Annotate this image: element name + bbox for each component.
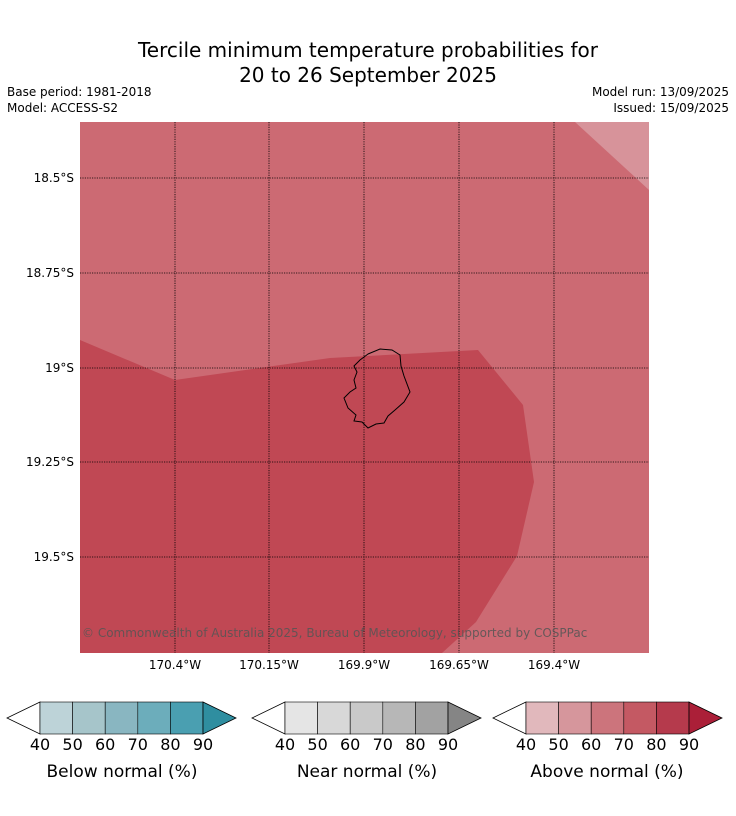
colorbar-tick-label: 80	[405, 735, 426, 754]
colorbar-high-extend-arrow	[447, 701, 482, 735]
model-name: Model: ACCESS-S2	[7, 101, 119, 115]
title-line-1: Tercile minimum temperature probabilitie…	[137, 38, 599, 62]
base-period: Base period: 1981-2018	[7, 85, 152, 99]
colorbar-tick-label: 70	[372, 735, 393, 754]
colorbar-tick-label: 50	[62, 735, 83, 754]
colorbar-tick-label: 90	[678, 735, 700, 754]
model-run: Model run: 13/09/2025	[591, 85, 729, 99]
colorbar-segment	[104, 701, 139, 735]
colorbar-near-normal	[251, 701, 482, 735]
colorbar-above-title: Above normal (%)	[530, 762, 684, 782]
lon-label-170-15: 170.15°W	[239, 658, 299, 672]
lon-label-169-9: 169.9°W	[337, 658, 391, 672]
colorbar-segment	[317, 701, 351, 735]
lat-label-18-75: 18.75°S	[26, 266, 74, 280]
island-coastline	[343, 348, 411, 429]
colorbar-tick-label: 50	[307, 735, 328, 754]
colorbar-segment	[137, 701, 171, 735]
colorbar-below-title: Below normal (%)	[46, 762, 198, 782]
lat-label-19-5: 19.5°S	[33, 550, 74, 564]
colorbar-segment	[590, 701, 625, 735]
lat-label-18-5: 18.5°S	[33, 171, 74, 185]
meta-right: Model run: 13/09/2025 Issued: 15/09/2025	[592, 84, 729, 116]
colorbar-segment	[39, 701, 73, 735]
colorbar-high-extend-arrow	[202, 701, 237, 735]
meta-left: Base period: 1981-2018 Model: ACCESS-S2	[7, 84, 152, 116]
colorbar-segment	[382, 701, 416, 735]
colorbar-tick-label: 80	[646, 735, 667, 754]
colorbar-tick-label: 60	[95, 735, 116, 754]
colorbar-high-extend-arrow	[688, 701, 723, 735]
title-line-2: 20 to 26 September 2025	[239, 63, 497, 87]
colorbar-above-normal	[492, 701, 723, 735]
copyright-notice: © Commonwealth of Australia 2025, Bureau…	[82, 626, 588, 640]
colorbar-segment	[623, 701, 657, 735]
colorbar-tick-label: 70	[613, 735, 634, 754]
lat-label-19-25: 19.25°S	[26, 455, 74, 469]
issued-date: Issued: 15/09/2025	[613, 101, 729, 115]
colorbar-tick-label: 40	[515, 735, 537, 754]
colorbar-segment	[349, 701, 384, 735]
gridlines	[80, 122, 649, 653]
colorbar-tick-label: 70	[127, 735, 148, 754]
colorbar-tick-label: 90	[192, 735, 214, 754]
lon-label-169-4: 169.4°W	[527, 658, 581, 672]
colorbar-segment	[656, 701, 690, 735]
colorbar-tick-label: 60	[581, 735, 602, 754]
lon-label-169-65: 169.65°W	[429, 658, 489, 672]
colorbar-segment	[415, 701, 449, 735]
chart-title: Tercile minimum temperature probabilitie…	[0, 38, 736, 88]
lat-label-19: 19°S	[45, 361, 74, 375]
colorbar-segment	[558, 701, 592, 735]
colorbar-segment	[525, 701, 559, 735]
colorbar-below-normal	[6, 701, 237, 735]
colorbar-near-title: Near normal (%)	[296, 762, 438, 782]
colorbar-tick-label: 40	[274, 735, 296, 754]
colorbar-low-extend-arrow	[251, 701, 286, 735]
colorbar-tick-label: 90	[437, 735, 459, 754]
map-region-above-70-80	[80, 340, 534, 653]
colorbar-segment	[284, 701, 318, 735]
colorbar-tick-label: 60	[340, 735, 361, 754]
colorbar-low-extend-arrow	[492, 701, 527, 735]
colorbar-tick-label: 50	[548, 735, 569, 754]
colorbar-tick-label: 40	[29, 735, 51, 754]
colorbar-low-extend-arrow	[6, 701, 41, 735]
lon-label-170-4: 170.4°W	[148, 658, 202, 672]
colorbar-tick-label: 80	[160, 735, 181, 754]
map-region-above-50-60	[575, 122, 649, 190]
colorbar-segment	[170, 701, 204, 735]
colorbar-segment	[72, 701, 106, 735]
